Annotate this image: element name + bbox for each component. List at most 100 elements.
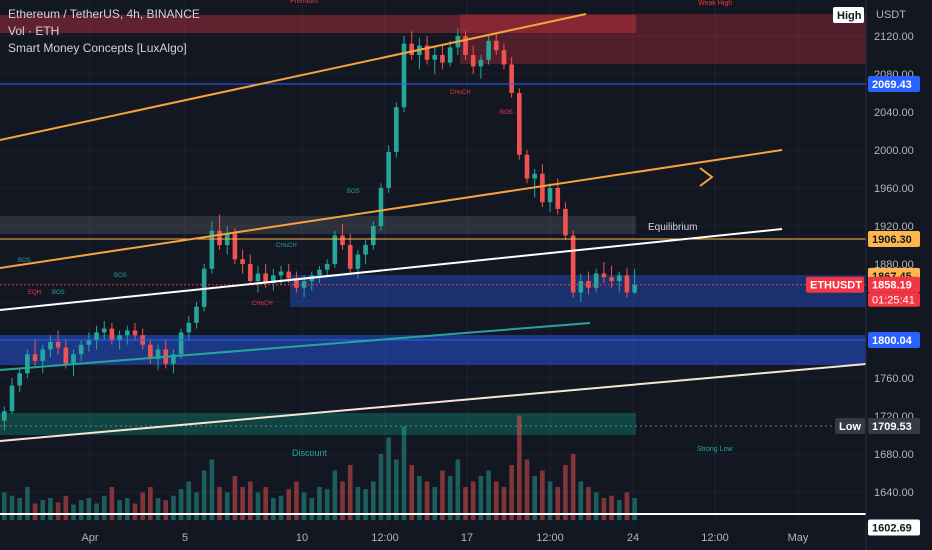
volume-bar	[55, 502, 61, 520]
candle-body	[532, 173, 537, 179]
candle-body	[94, 332, 99, 340]
volume-bar	[332, 470, 338, 520]
candle	[240, 249, 245, 274]
candle-body	[409, 43, 415, 55]
symbol-tag: ETHUSDT	[810, 280, 862, 292]
candle	[401, 36, 407, 112]
bos-label: BOS	[347, 189, 360, 195]
volume-bars	[2, 415, 637, 520]
candle-body	[124, 330, 130, 336]
volume-bar	[570, 454, 576, 520]
bos-label: BOS	[114, 273, 127, 279]
volume-bar	[78, 500, 84, 520]
time-tick-label: 10	[296, 532, 308, 544]
volume-bar	[401, 426, 407, 520]
candle	[232, 227, 238, 264]
price-tag: 1709.53	[868, 417, 920, 434]
volume-bar	[493, 481, 499, 520]
price-tick-label: 2120.00	[874, 31, 914, 43]
candle	[32, 340, 38, 369]
volume-bar	[94, 503, 99, 520]
price-tag-label: 1858.19	[872, 280, 912, 292]
volume-indicator-label[interactable]: Vol · ETH	[8, 24, 60, 38]
volume-bar	[517, 415, 522, 520]
candle	[532, 169, 537, 198]
candle	[601, 262, 607, 283]
price-tag-label: 1906.30	[872, 234, 912, 246]
candle	[563, 202, 568, 241]
middle-channel-line	[0, 149, 783, 269]
high-tag: High	[837, 10, 862, 22]
symbol-title[interactable]: Ethereum / TetherUS, 4h, BINANCE	[8, 7, 200, 21]
volume-bar	[86, 498, 92, 520]
candle-body	[71, 354, 76, 364]
price-tag-box	[868, 276, 920, 293]
volume-bar	[609, 495, 614, 520]
volume-bar	[417, 476, 422, 520]
candle-body	[570, 235, 576, 293]
volume-bar	[2, 492, 7, 520]
premium-label: Premium	[290, 0, 318, 5]
volume-bar	[155, 498, 161, 520]
candle	[94, 325, 99, 350]
candle-body	[624, 275, 630, 293]
price-tag-box	[868, 76, 920, 93]
candle-body	[378, 188, 384, 226]
smc-indicator-label[interactable]: Smart Money Concepts [LuxAlgo]	[8, 41, 187, 55]
eqh-label: EQH	[28, 290, 41, 296]
volume-bar	[509, 465, 514, 520]
weak-high-label: Weak High	[698, 0, 732, 7]
volume-bar	[540, 470, 545, 520]
candle	[78, 340, 84, 361]
volume-bar	[593, 492, 599, 520]
volume-bar	[278, 495, 284, 520]
candle	[470, 45, 476, 74]
bos-label: BOS	[500, 110, 513, 116]
candlesticks	[2, 28, 637, 431]
candle	[124, 325, 130, 345]
order-block-bullish	[290, 275, 866, 307]
candle	[347, 233, 353, 274]
equilibrium-line	[0, 228, 783, 311]
volume-bar	[209, 459, 215, 520]
candle-body	[101, 328, 107, 333]
volume-bar	[301, 492, 307, 520]
candle	[247, 254, 253, 285]
candle	[17, 368, 22, 393]
candle	[463, 31, 468, 60]
candle	[332, 230, 338, 268]
candle-body	[478, 59, 484, 67]
order-block-bearish	[460, 14, 866, 64]
candle	[517, 88, 522, 160]
volume-bar	[370, 481, 376, 520]
candle-body	[563, 208, 568, 236]
time-tick-label: 5	[182, 532, 188, 544]
volume-bar	[171, 495, 176, 520]
volume-bar	[547, 481, 553, 520]
candle	[48, 335, 53, 358]
volume-bar	[501, 487, 507, 520]
time-axis[interactable]: Apr 5 10 12:00 17 12:00 24 12:00 May	[81, 532, 808, 544]
volume-bar	[117, 500, 122, 520]
candle-body	[25, 354, 30, 374]
candle-body	[332, 235, 338, 264]
price-tag-label: 1709.53	[872, 421, 912, 433]
candle-body	[609, 277, 614, 282]
volume-bar	[555, 487, 561, 520]
candle-body	[386, 151, 391, 188]
price-tick-label: 1760.00	[874, 373, 914, 385]
volume-bar	[578, 481, 584, 520]
candle-body	[517, 93, 522, 155]
candle	[86, 332, 92, 352]
discount-zone	[0, 413, 636, 435]
candle	[632, 268, 637, 295]
volume-bar	[440, 470, 445, 520]
candle	[370, 221, 376, 250]
candle-body	[232, 233, 238, 260]
candle-body	[424, 45, 430, 60]
candle	[148, 340, 153, 364]
candle-body	[155, 349, 161, 359]
candle-body	[263, 273, 268, 283]
volume-bar	[432, 487, 438, 520]
